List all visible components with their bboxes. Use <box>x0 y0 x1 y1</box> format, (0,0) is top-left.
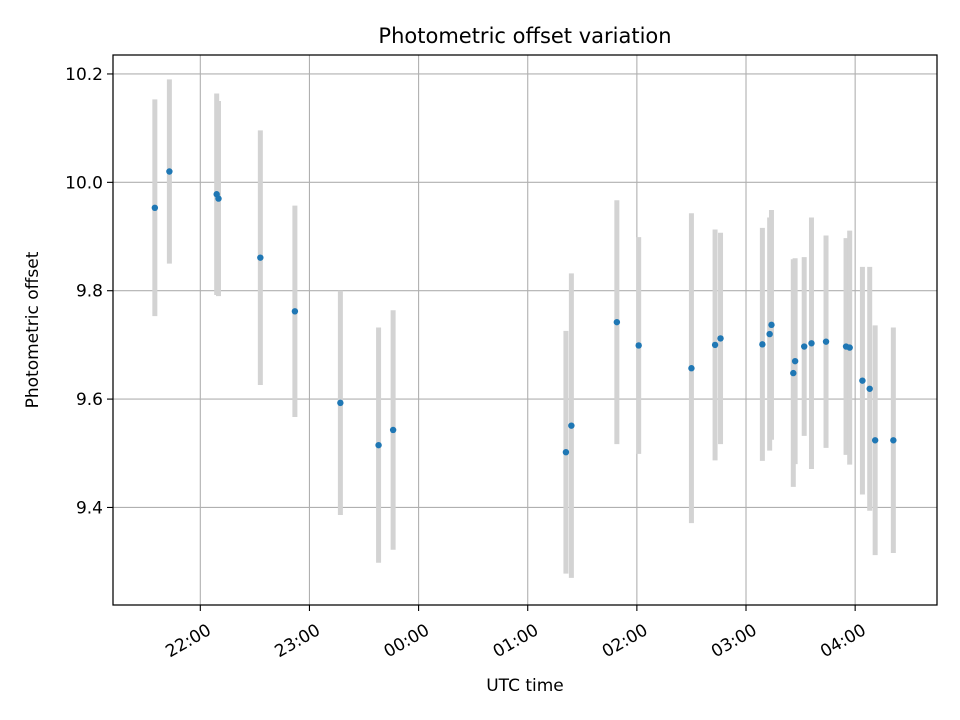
data-point <box>389 426 397 434</box>
data-point <box>766 330 773 338</box>
data-point <box>568 422 575 429</box>
data-point <box>688 365 695 372</box>
data-point <box>717 335 724 342</box>
y-axis-label: Photometric offset <box>23 251 43 408</box>
y-axis: 9.4 9.6 9.8 10.0 10.2 <box>65 65 113 518</box>
data-point <box>801 343 808 350</box>
data-point <box>375 441 382 449</box>
y-tick-label: 10.2 <box>65 65 103 85</box>
data-point <box>846 344 853 351</box>
data-point <box>791 357 799 365</box>
data-point <box>151 204 159 212</box>
data-point <box>291 308 299 315</box>
data-point <box>890 437 897 444</box>
data-point <box>866 385 873 392</box>
data-point <box>337 399 344 407</box>
data-point <box>166 168 173 175</box>
data-point <box>711 341 719 349</box>
y-tick-label: 9.6 <box>76 390 103 410</box>
plot-frame <box>112 54 938 606</box>
chart-title: Photometric offset variation <box>378 24 671 48</box>
data-point <box>759 341 766 348</box>
data-point <box>562 448 570 456</box>
data-point <box>790 369 797 377</box>
data-point <box>768 321 775 329</box>
y-tick-label: 9.8 <box>76 282 103 302</box>
data-points <box>151 168 897 456</box>
x-axis-label: UTC time <box>486 676 564 696</box>
data-point <box>257 254 264 261</box>
data-point <box>215 195 222 202</box>
data-point <box>822 338 830 345</box>
data-point <box>635 342 642 349</box>
data-point <box>808 340 815 347</box>
data-point <box>859 377 866 384</box>
y-tick-label: 10.0 <box>65 173 103 193</box>
y-tick-label: 9.4 <box>76 498 103 518</box>
data-point <box>613 318 621 326</box>
data-point <box>871 437 879 444</box>
